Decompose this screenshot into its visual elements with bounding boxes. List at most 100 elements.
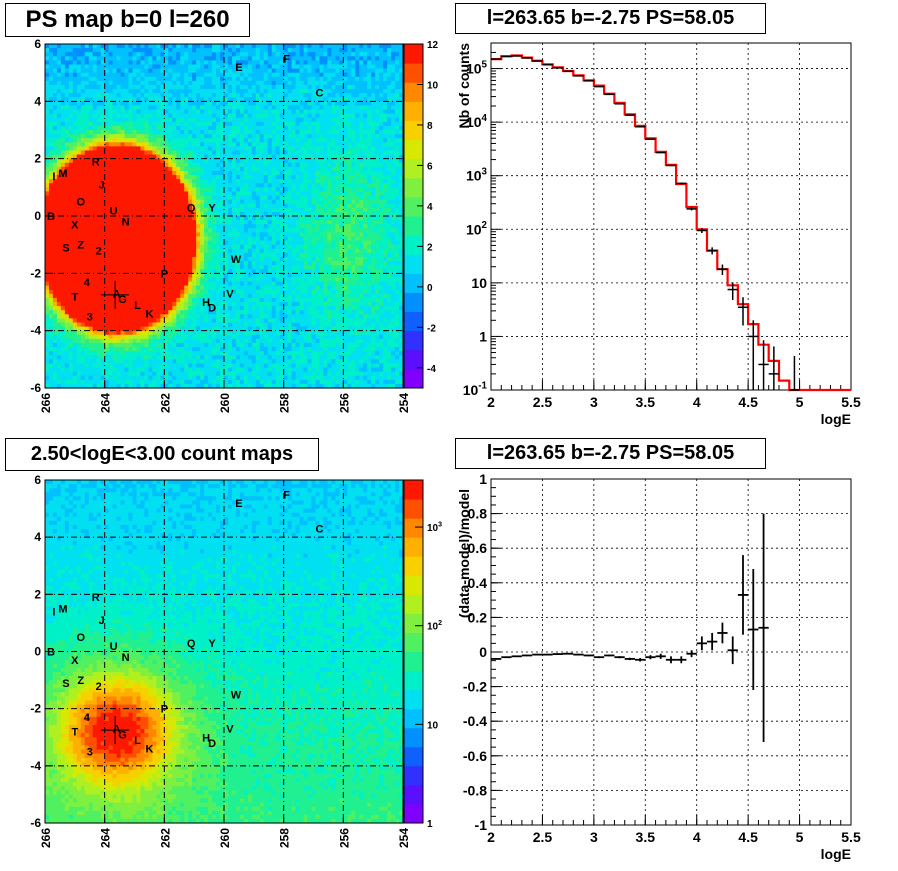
source-label: 4	[84, 712, 91, 724]
count-map-chart: 266 264 262 260 258 256 254 -6 -4 -2 0 2 4 6 E F C R I M J O B…	[30, 473, 442, 848]
y-tick-label: 0	[34, 209, 41, 223]
x-tick-label: 256	[337, 828, 351, 848]
source-label: V	[226, 724, 234, 736]
data-points	[491, 513, 769, 742]
color-bar-cell	[404, 480, 423, 500]
color-bar-tick-label: 102	[427, 620, 442, 633]
color-bar-frame	[403, 479, 424, 824]
color-bar-frame	[403, 43, 424, 389]
count-map-panel: 266 264 262 260 258 256 254 -6 -4 -2 0 2 4 6 E F C R I M J O B…	[0, 435, 449, 871]
grid-lines	[491, 479, 851, 825]
source-label: J	[99, 615, 105, 627]
source-label: B	[47, 647, 55, 659]
source-label: Y	[208, 202, 216, 214]
source-label: X	[71, 220, 79, 232]
source-label: R	[92, 592, 100, 604]
color-bar-cell	[404, 101, 423, 121]
source-label: H	[202, 732, 210, 744]
model-histogram	[491, 54, 851, 392]
source-label: M	[58, 604, 67, 616]
color-bar-cell	[404, 63, 423, 83]
color-bar-tick-label: -2	[427, 323, 436, 334]
source-label: O	[77, 632, 86, 644]
x-tick-label: 5	[796, 394, 804, 410]
color-bar-tick-label: 103	[427, 522, 442, 535]
y-tick-label: 103	[466, 166, 488, 183]
color-bar-tick-label: 10	[427, 720, 439, 731]
source-label: P	[161, 704, 168, 716]
color-bar-cell	[404, 82, 423, 102]
x-tick-label: 258	[278, 828, 292, 848]
x-tick-label: 264	[99, 393, 113, 413]
color-bar-cell	[404, 368, 423, 389]
y-tick-label: 6	[34, 37, 41, 51]
ps-map-title: PS map b=0 l=260	[5, 3, 250, 37]
y-tick-label: 2	[34, 152, 41, 166]
color-bar-tick-label: 6	[427, 161, 433, 172]
source-label: H	[202, 297, 210, 309]
y-tick-label: 4	[34, 94, 41, 108]
color-bar	[404, 44, 423, 389]
source-label: P	[161, 268, 168, 280]
color-bar-cell	[404, 689, 423, 710]
y-tick-label: 4	[34, 530, 41, 544]
source-label: L	[134, 300, 141, 312]
source-label: Z	[77, 675, 84, 687]
source-label: D	[208, 738, 216, 750]
color-bar-cell	[404, 670, 423, 691]
color-bar-cell	[404, 784, 423, 805]
color-bar-cell	[404, 44, 423, 64]
source-label: 2	[96, 245, 102, 257]
residual-chart: 2 2.5 3 3.5 4 4.5 5 5.5 -1 -0.8 -0.6 -0.4 -0.2 0 0.2 0.…	[456, 471, 861, 862]
y-axis-label: Nb of counts	[456, 43, 472, 129]
color-bar-cell	[404, 575, 423, 595]
source-label: N	[122, 217, 130, 229]
color-bar-cell	[404, 330, 423, 351]
source-label: O	[77, 197, 86, 209]
x-tick-label: 4	[693, 394, 701, 410]
x-tick-label: 3.5	[636, 394, 656, 410]
y-tick-label: -0.2	[463, 679, 487, 695]
y-tick-label: -6	[30, 381, 41, 395]
color-bar-cell	[404, 349, 423, 370]
heatmap-cells	[45, 44, 404, 389]
y-tick-label: -4	[30, 324, 41, 338]
y-tick-label: 6	[34, 473, 41, 487]
color-bar-tick-label: 2	[427, 242, 433, 253]
color-bar-cell	[404, 765, 423, 786]
source-label: G	[118, 294, 127, 306]
source-label: C	[315, 88, 323, 100]
residual-panel: 2 2.5 3 3.5 4 4.5 5 5.5 -1 -0.8 -0.6 -0.4 -0.2 0 0.2 0.…	[449, 435, 898, 871]
source-label: N	[122, 652, 130, 664]
color-bar-cell	[404, 518, 423, 538]
y-tick-label: -0.4	[463, 713, 487, 729]
source-label: M	[58, 168, 67, 180]
y-tick-label: 10-1	[463, 381, 488, 398]
y-tick-label: 102	[466, 220, 488, 237]
residual-title: l=263.65 b=-2.75 PS=58.05	[455, 438, 766, 469]
y-tick-label: 0.8	[468, 506, 488, 522]
y-tick-label: 0	[34, 645, 41, 659]
color-bar-cell	[404, 120, 423, 141]
y-tick-label: 0	[479, 644, 487, 660]
y-tick-label: 1	[479, 328, 487, 344]
x-axis-label: logE	[821, 846, 851, 862]
color-bar-cell	[404, 158, 423, 179]
color-bar	[404, 480, 423, 824]
y-tick-label: -1	[475, 817, 488, 833]
source-label: 3	[87, 311, 93, 323]
color-bar-cell	[404, 537, 423, 557]
source-label: 3	[87, 747, 93, 759]
count-map-title: 2.50<logE<3.00 count maps	[5, 438, 319, 471]
data-points	[491, 55, 800, 391]
source-label: T	[71, 727, 78, 739]
x-tick-label: 5	[796, 829, 804, 845]
y-tick-label: 0.2	[468, 609, 488, 625]
color-bar-tick-label: 0	[427, 283, 433, 294]
source-label: K	[145, 308, 153, 320]
y-tick-label: -0.6	[463, 748, 487, 764]
source-label: F	[283, 53, 290, 65]
x-tick-label: 256	[337, 393, 351, 413]
x-tick-label: 266	[39, 828, 53, 848]
